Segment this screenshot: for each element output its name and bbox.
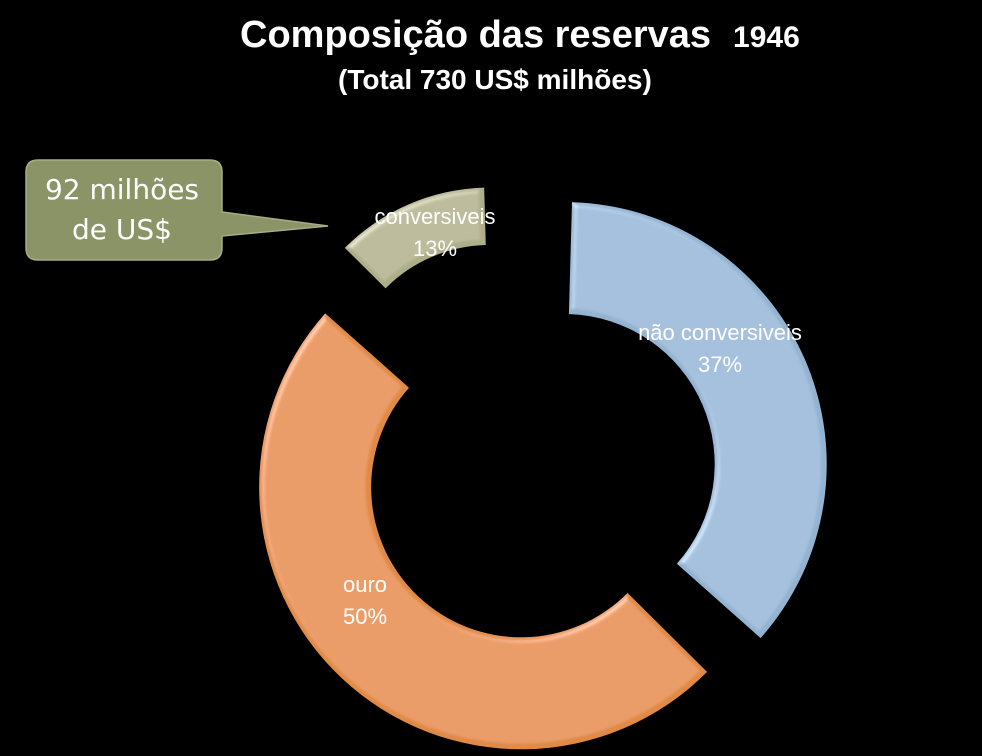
slice-label-percent: 37% [698,352,742,377]
slice-não-conversiveis [568,202,827,639]
chart-subtitle: (Total 730 US$ milhões) [338,64,652,95]
title-year: 1946 [733,21,800,54]
slice-label-category: conversiveis [374,204,495,229]
chart-title: Composição das reservas 1946 [240,14,920,57]
callout-bubble-shape [25,159,329,261]
slice-label-category: não conversiveis [638,320,802,345]
slice-label-category: ouro [343,572,387,597]
slice-labels: não conversiveis 37% ouro 50% conversiveis 13… [343,204,802,629]
callout-line-1: 92 milhões [44,173,200,206]
donut-slices [259,187,827,750]
callout-bubble [25,159,329,261]
callout-text: 92 milhões de US$ [28,170,216,250]
title-text: Composição das reservas [240,14,712,56]
callout-line-2: de US$ [72,213,172,246]
slice-label-percent: 13% [413,236,457,261]
slice-ouro [259,313,708,750]
slice-label-percent: 50% [343,604,387,629]
slice-conversiveis [344,187,486,289]
